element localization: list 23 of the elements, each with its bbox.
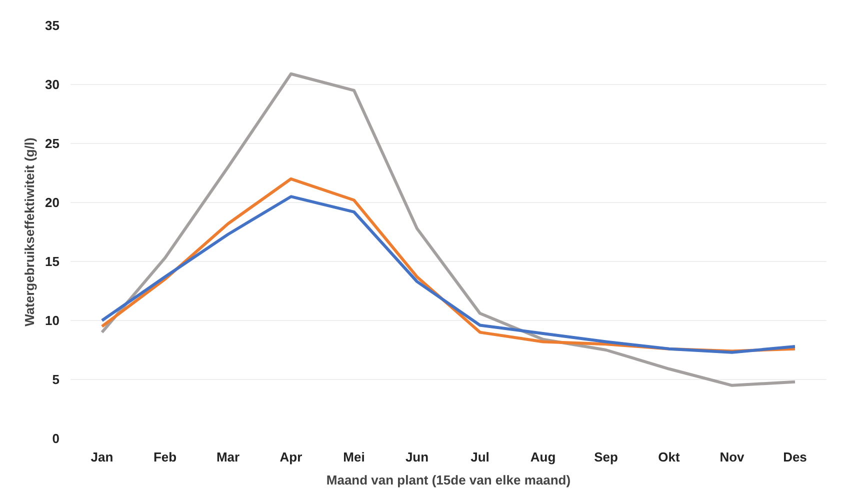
x-tick-label: Des <box>783 450 807 464</box>
y-tick-label: 5 <box>52 372 60 387</box>
y-axis-title: Watergebruikseffektiwiteit (g/l) <box>22 138 38 326</box>
x-tick-label: Sep <box>594 450 618 464</box>
x-tick-label: Jun <box>405 450 429 464</box>
y-tick-label: 25 <box>45 136 60 151</box>
x-tick-label: Aug <box>530 450 556 464</box>
x-tick-label: Jul <box>470 450 490 464</box>
y-tick-label: 30 <box>45 77 60 92</box>
x-tick-label: Okt <box>658 450 681 464</box>
x-tick-label: Mei <box>343 450 365 464</box>
x-axis-title: Maand van plant (15de van elke maand) <box>326 472 571 488</box>
y-tick-label: 10 <box>45 313 60 328</box>
line-series <box>100 72 796 387</box>
y-tick-label: 0 <box>52 431 60 446</box>
x-tick-label: Mar <box>216 450 240 464</box>
x-tick-label: Nov <box>720 450 746 464</box>
x-tick-label: Feb <box>153 450 177 464</box>
y-tick-label: 15 <box>45 254 60 269</box>
y-tick-label: 20 <box>45 195 60 210</box>
x-tick-label: Apr <box>280 450 302 464</box>
y-tick-label: 35 <box>45 18 60 33</box>
x-tick-label: Jan <box>90 450 114 464</box>
